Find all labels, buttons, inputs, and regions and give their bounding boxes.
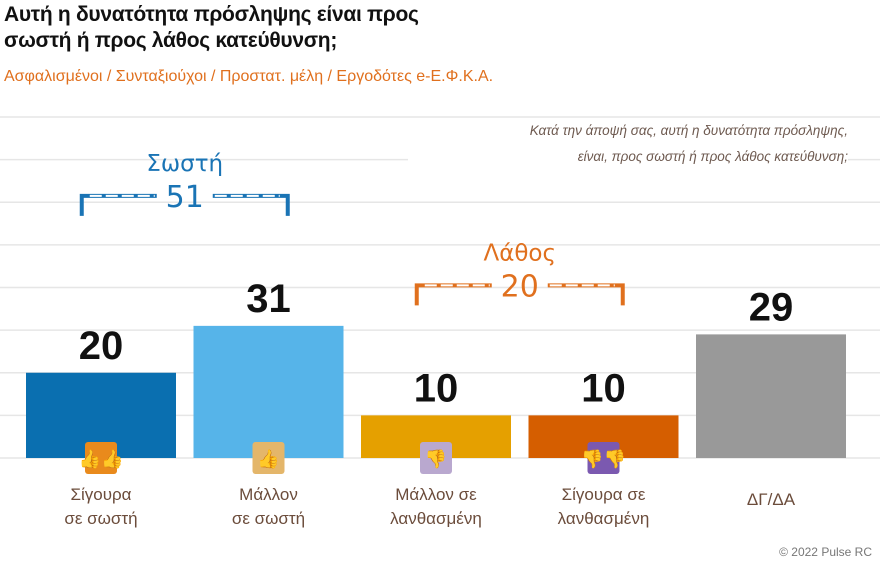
two-thumbs-up-icon-glyph: 👍👍 [79,448,124,469]
thumb-down-icon-glyph: 👎 [425,449,447,469]
data-label: 10 [414,366,459,410]
group-label: Σωστή [146,151,223,177]
category-label: Σίγουρα [70,485,131,504]
two-thumbs-down-icon [587,442,620,474]
thumb-up-icon [252,442,285,474]
data-label: 10 [581,366,626,410]
category-label: σε σωστή [232,509,305,528]
category-label: λανθασμένη [558,509,650,528]
chart-subtitle: Ασφαλισμένοι / Συνταξιούχοι / Προστατ. μ… [4,68,494,85]
two-thumbs-up-icon [85,442,117,474]
thumb-up-icon-glyph: 👍 [257,448,279,469]
data-label: 29 [749,285,794,329]
question-text: Κατά την άποψή σας, αυτή η δυνατότητα πρ… [408,118,848,170]
group-total: 20 [501,269,539,304]
bar [193,325,344,458]
data-label: 20 [79,324,124,368]
title-line-1: Αυτή η δυνατότητα πρόσληψης είναι προς [4,3,419,26]
data-label: 31 [246,277,291,321]
category-label: λανθασμένη [390,509,482,528]
copyright: © 2022 Pulse RC [779,545,872,559]
category-label: Μάλλον [239,485,298,504]
title-line-2: σωστή ή προς λάθος κατεύθυνση; [4,29,338,52]
group-label: Λάθος [483,240,556,266]
category-label: Μάλλον σε [395,485,477,504]
question-line-2: είναι, προς σωστή ή προς λάθος κατεύθυνσ… [577,149,848,164]
category-label: Σίγουρα σε [562,485,646,504]
category-label: σε σωστή [64,509,137,528]
group-total: 51 [166,180,204,215]
bar [696,334,846,458]
chart-title: Αυτή η δυνατότητα πρόσληψης είναι προς σ… [4,2,419,54]
category-label: ΔΓ/ΔΑ [747,490,796,509]
two-thumbs-down-icon-glyph: 👎👎 [581,449,626,469]
question-line-1: Κατά την άποψή σας, αυτή η δυνατότητα πρ… [529,123,848,138]
thumb-down-icon [420,442,452,474]
